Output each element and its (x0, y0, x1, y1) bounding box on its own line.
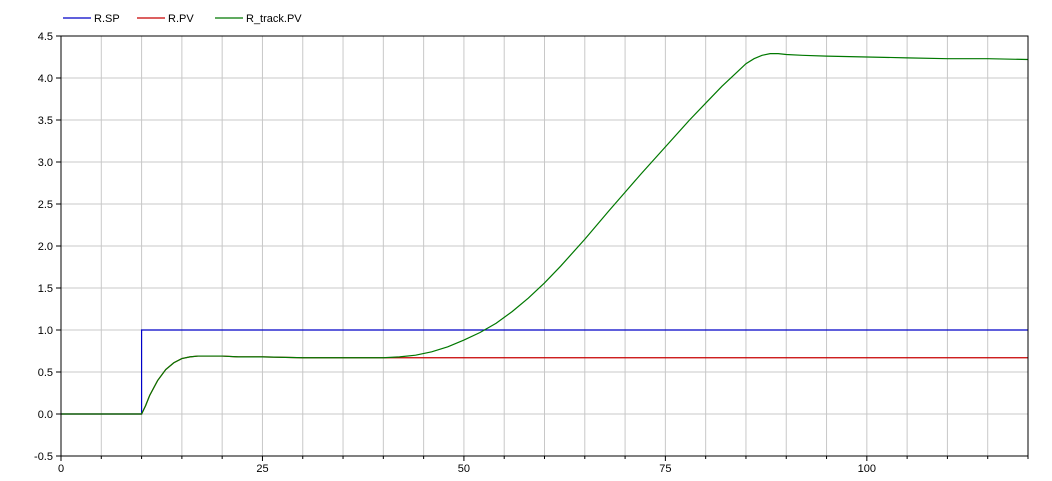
y-tick-label: 3.5 (38, 115, 53, 127)
x-tick-label: 25 (256, 463, 268, 475)
legend-label: R.PV (168, 13, 194, 25)
x-tick-label: 75 (659, 463, 671, 475)
legend: R.SP R.PV R_track.PV (63, 13, 302, 25)
x-tick-label: 50 (458, 463, 470, 475)
x-tick-label: 100 (858, 463, 876, 475)
y-tick-label: 4.0 (38, 73, 53, 85)
y-tick-label: 2.0 (38, 241, 53, 253)
x-tick-label: 0 (58, 463, 64, 475)
y-tick-label: 0.0 (38, 409, 53, 421)
y-tick-label: 2.5 (38, 199, 53, 211)
y-tick-label: 1.5 (38, 283, 53, 295)
y-tick-label: 0.5 (38, 367, 53, 379)
y-tick-label: -0.5 (34, 451, 53, 463)
x-axis: 0 25 50 75 100 (58, 456, 1029, 475)
legend-label: R.SP (94, 13, 120, 25)
y-tick-label: 3.0 (38, 157, 53, 169)
series-lines (61, 53, 1029, 415)
series-line-r-track-pv (61, 53, 1029, 415)
y-tick-label: 4.5 (38, 31, 53, 43)
y-axis: -0.5 0.0 0.5 1.0 1.5 2.0 2.5 3.0 3.5 4.0 4.5 (34, 31, 61, 463)
y-tick-label: 1.0 (38, 325, 53, 337)
legend-label: R_track.PV (246, 13, 302, 25)
grid (61, 36, 1028, 456)
